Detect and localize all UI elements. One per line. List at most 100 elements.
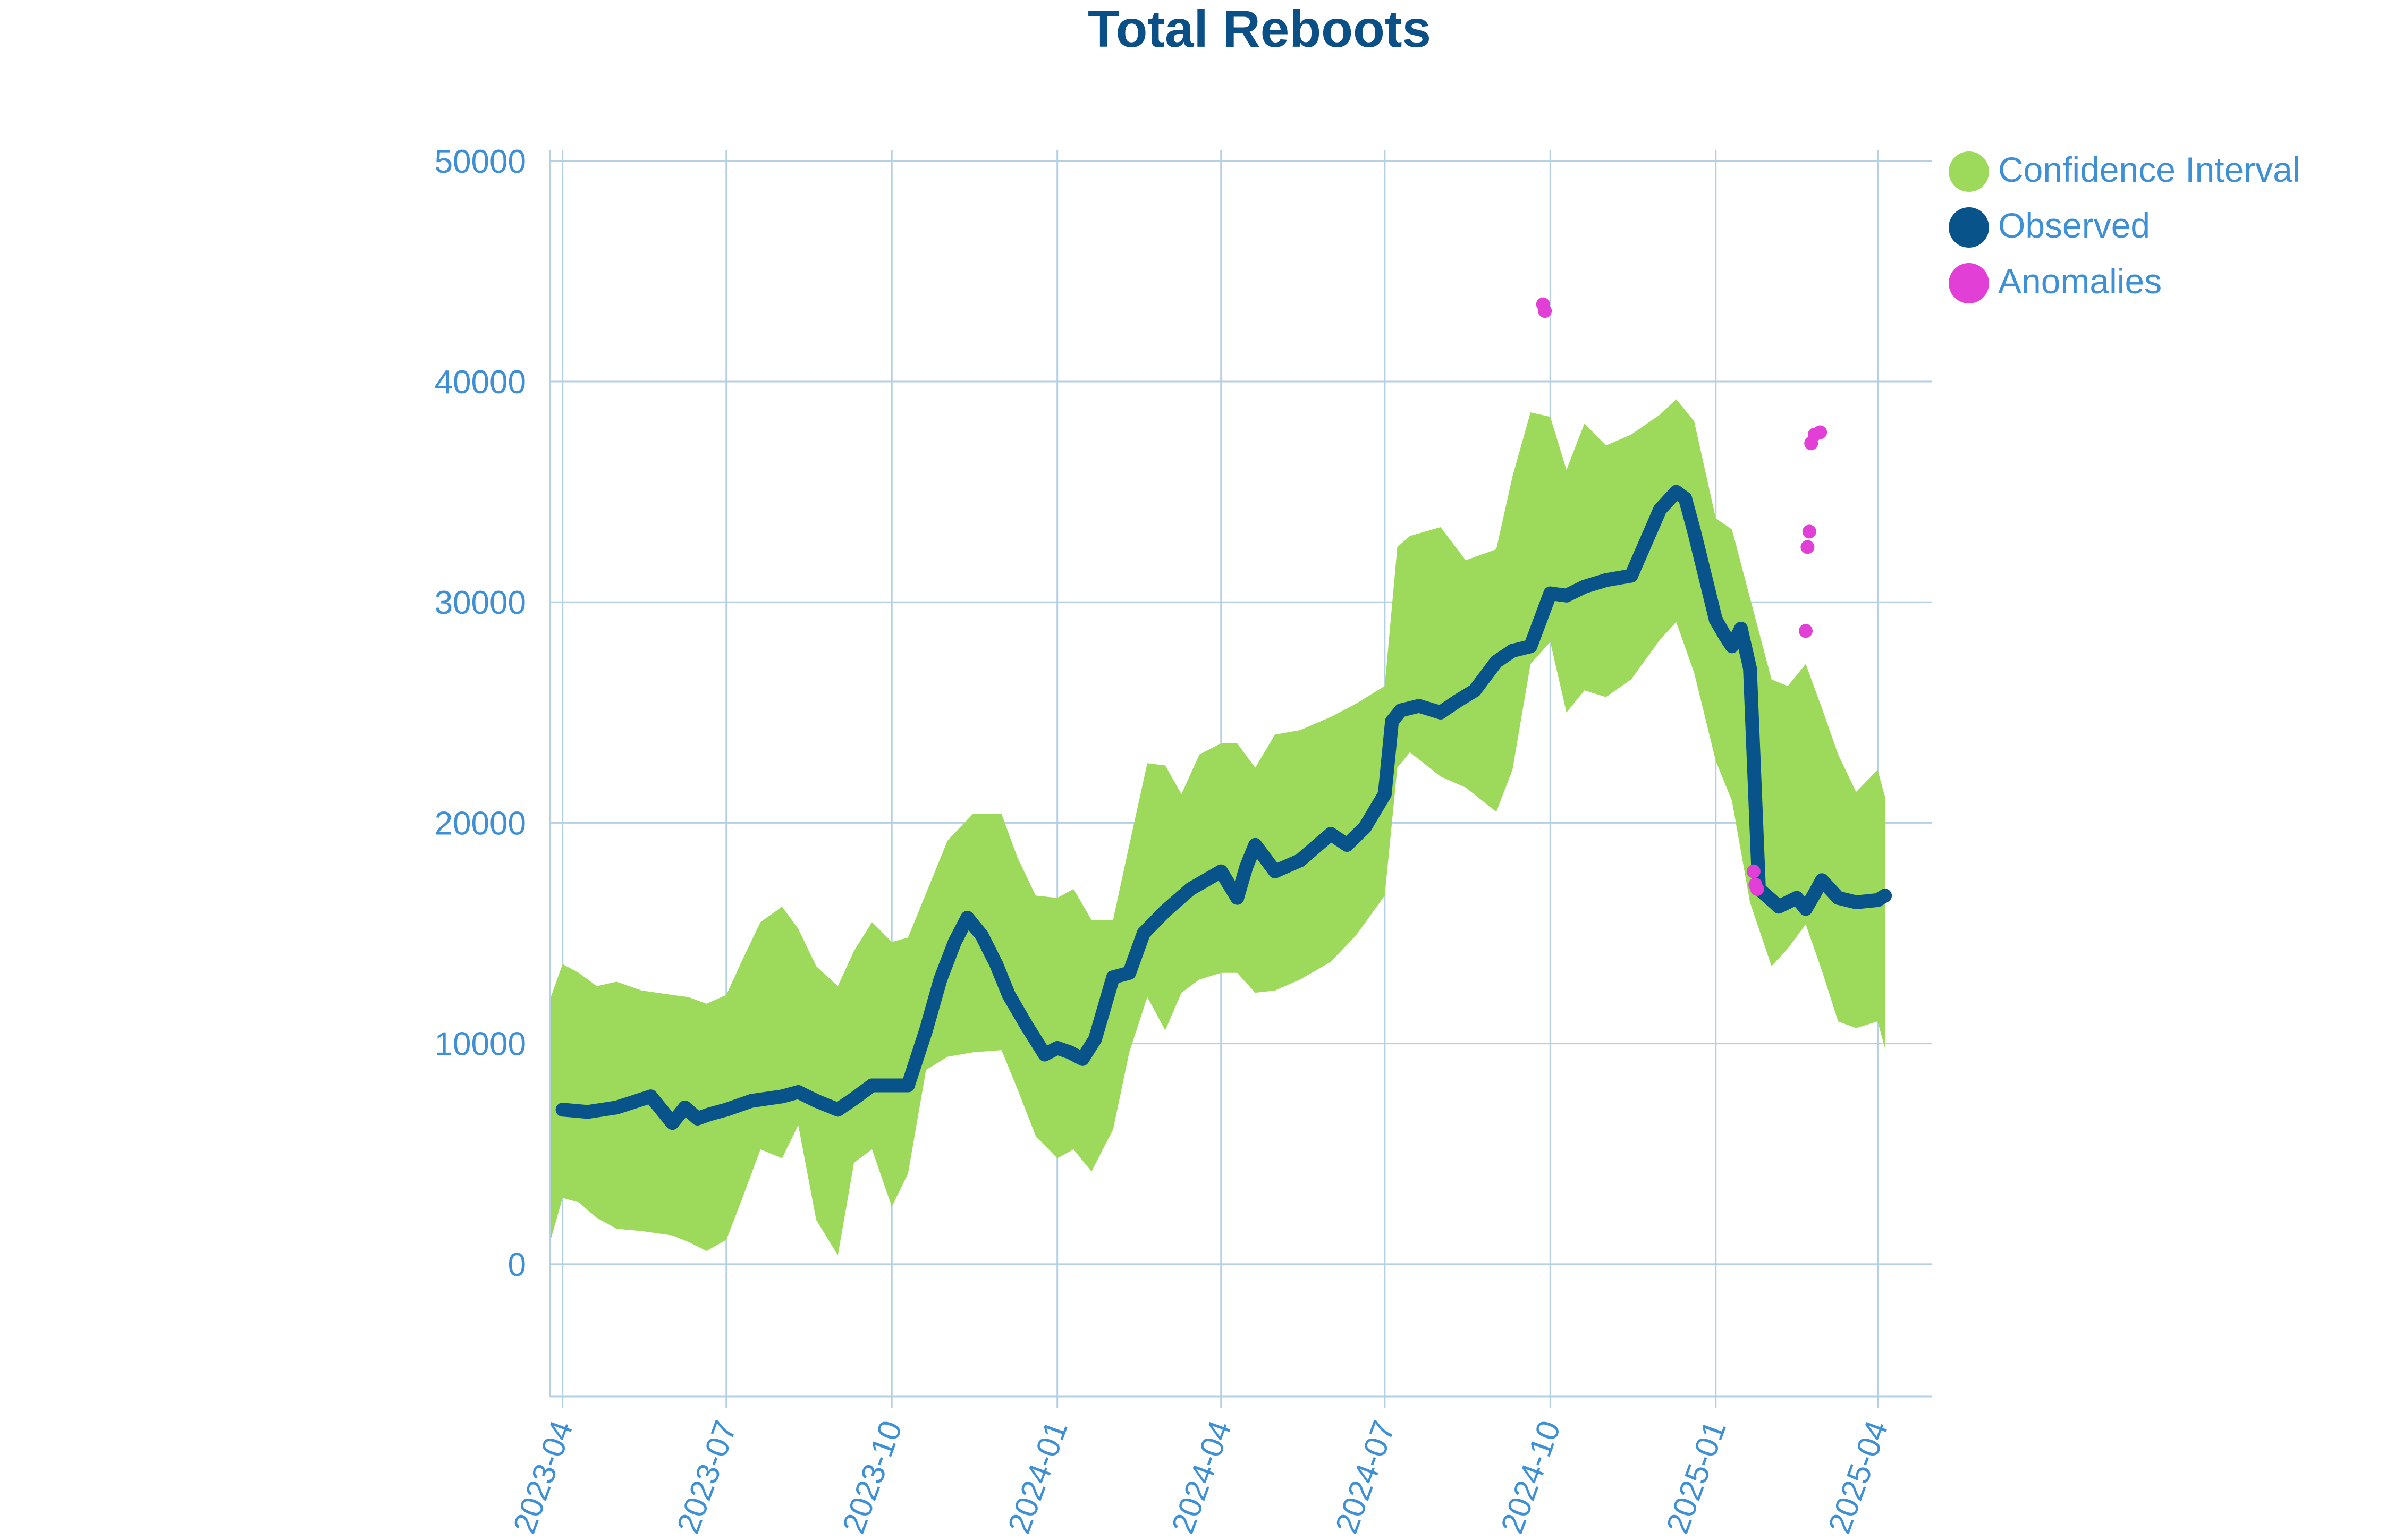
anomaly-point <box>1538 304 1552 318</box>
observed-point <box>1599 573 1613 587</box>
observed-point <box>1790 891 1804 905</box>
observed-point <box>1050 1040 1064 1055</box>
y-tick-label: 40000 <box>435 364 526 401</box>
observed-point <box>610 1101 624 1115</box>
observed-point <box>1450 695 1464 709</box>
observed-point <box>1468 683 1482 698</box>
legend-item-confidence-interval[interactable]: Confidence Interval <box>1949 150 2300 192</box>
observed-point <box>719 1103 733 1117</box>
x-tick-label: 2023-10 <box>835 1416 909 1538</box>
observed-point <box>1106 970 1120 985</box>
observed-point <box>1687 524 1702 539</box>
axes <box>549 150 1932 1408</box>
observed-point <box>1063 1045 1077 1060</box>
legend-item-observed[interactable]: Observed <box>1949 206 2150 248</box>
chart-title: Total Reboots <box>1088 0 1431 58</box>
observed-point <box>1324 827 1338 841</box>
x-tick-label: 2025-01 <box>1660 1416 1733 1538</box>
observed-point <box>791 1085 806 1099</box>
legend-marker-anomalies <box>1949 263 1989 303</box>
observed-point <box>1137 926 1151 941</box>
observed-point <box>1877 889 1892 903</box>
observed-point <box>1717 628 1732 642</box>
observed-point <box>581 1105 595 1119</box>
observed-point <box>1743 661 1757 675</box>
observed-point <box>1815 873 1829 887</box>
observed-point <box>1624 569 1638 583</box>
x-tick-label: 2024-07 <box>1329 1416 1402 1538</box>
x-tick-label: 2023-07 <box>670 1416 743 1538</box>
observed-point <box>1122 966 1137 980</box>
observed-point <box>1489 655 1503 669</box>
observed-point <box>1412 699 1426 713</box>
observed-point <box>678 1101 692 1115</box>
observed-point <box>1394 703 1408 717</box>
x-tick-label: 2024-10 <box>1494 1416 1567 1538</box>
observed-point <box>1358 820 1372 834</box>
observed-point <box>1088 1032 1102 1046</box>
observed-point <box>690 1111 705 1126</box>
observed-point <box>1849 895 1863 909</box>
anomaly-point <box>1800 540 1815 554</box>
observed-point <box>1248 837 1263 852</box>
observed-point <box>1076 1052 1090 1066</box>
x-tick-label: 2024-01 <box>1001 1416 1074 1538</box>
observed-point <box>885 1078 899 1093</box>
observed-point <box>1293 853 1307 868</box>
y-axis-ticks: 0 10000 20000 30000 40000 50000 <box>435 143 526 1283</box>
observed-point <box>1505 644 1520 658</box>
observed-point <box>1725 639 1739 654</box>
legend-label-observed: Observed <box>1998 206 2150 245</box>
x-tick-label: 2025-04 <box>1821 1416 1894 1538</box>
observed-point <box>744 1094 759 1108</box>
observed-point <box>644 1089 658 1104</box>
legend: Confidence Interval Observed Anomalies <box>1949 150 2300 303</box>
observed-point <box>1653 502 1667 517</box>
y-tick-label: 10000 <box>435 1026 526 1063</box>
y-tick-label: 0 <box>508 1247 526 1283</box>
observed-point <box>947 935 962 949</box>
anomaly-point <box>1813 425 1827 439</box>
observed-point <box>1183 882 1198 896</box>
observed-point <box>1268 864 1282 878</box>
observed-point <box>1340 837 1354 852</box>
observed-point <box>1239 860 1254 874</box>
observed-point <box>1799 902 1813 916</box>
anomaly-points <box>1536 297 1827 896</box>
observed-point <box>831 1103 845 1117</box>
observed-point <box>1020 1019 1034 1033</box>
y-tick-label: 30000 <box>435 585 526 621</box>
observed-line <box>555 485 1892 1130</box>
observed-point <box>1543 586 1558 600</box>
x-tick-label: 2023-04 <box>506 1416 580 1538</box>
confidence-interval-area <box>550 399 1885 1256</box>
observed-point <box>665 1116 680 1130</box>
y-tick-label: 20000 <box>435 805 526 842</box>
observed-point <box>809 1094 824 1108</box>
observed-point <box>960 910 975 925</box>
legend-marker-observed <box>1949 207 1989 248</box>
observed-point <box>1807 886 1822 901</box>
observed-point <box>1577 580 1592 594</box>
observed-point <box>847 1091 861 1106</box>
observed-point <box>703 1107 717 1121</box>
x-axis-ticks: 2023-04 2023-07 2023-10 2024-01 2024-04 2024-… <box>506 1416 1895 1538</box>
anomaly-point <box>1802 524 1816 539</box>
observed-point <box>1385 714 1399 729</box>
observed-point <box>1377 787 1392 801</box>
y-tick-label: 50000 <box>435 143 526 180</box>
legend-item-anomalies[interactable]: Anomalies <box>1949 261 2162 303</box>
observed-point <box>975 928 989 943</box>
grid-lines <box>550 150 1932 1397</box>
anomaly-point <box>1746 864 1761 878</box>
observed-point <box>1831 891 1845 905</box>
anomaly-point <box>1750 882 1764 896</box>
observed-point <box>1708 613 1723 627</box>
legend-marker-confidence-interval <box>1949 151 1989 192</box>
observed-point <box>1559 588 1573 603</box>
x-tick-label: 2024-04 <box>1165 1416 1238 1538</box>
observed-point <box>1524 639 1538 654</box>
observed-point <box>1678 492 1693 506</box>
anomaly-point <box>1799 624 1813 638</box>
observed-point <box>1002 988 1016 1002</box>
